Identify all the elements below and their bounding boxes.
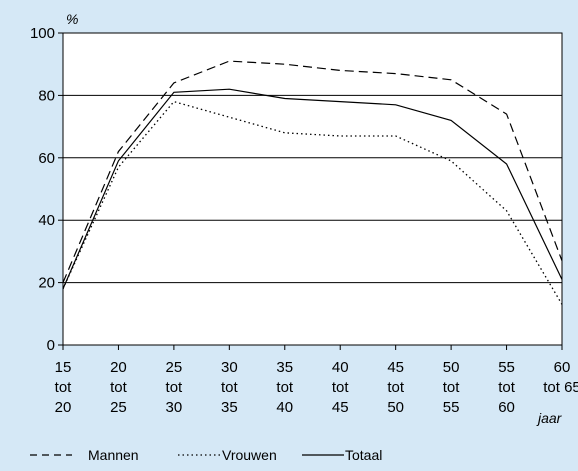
x-tick-label: 60	[498, 399, 515, 416]
x-tick-label: 55	[498, 359, 515, 376]
x-tick-label: tot	[110, 379, 128, 396]
y-tick-label: 0	[47, 337, 55, 354]
x-tick-label: 60	[554, 359, 571, 376]
y-tick-label: 80	[38, 87, 55, 104]
x-tick-label: 15	[55, 359, 72, 376]
x-tick-label: 50	[387, 399, 404, 416]
y-axis-ticks: 0 20 40 60 80 100	[30, 25, 63, 354]
legend-label-mannen: Mannen	[88, 447, 139, 463]
y-tick-label: 40	[38, 212, 55, 229]
series-line-vrouwen	[62, 100, 563, 305]
x-tick-label: 30	[166, 399, 183, 416]
x-tick-label: 35	[276, 359, 293, 376]
y-axis-unit-label: %	[66, 11, 78, 27]
x-tick-label: 25	[110, 399, 127, 416]
series-line-totaal	[62, 88, 563, 290]
x-axis-unit-label: jaar	[536, 410, 563, 426]
x-tick-label: 35	[221, 399, 238, 416]
x-tick-label: tot 65	[543, 379, 578, 396]
x-axis-ticks: 15 tot 20 20 tot 25 25 tot 30 30 tot 35 35 tot 40 40 tot…	[55, 345, 578, 416]
legend-label-vrouwen: Vrouwen	[222, 447, 277, 463]
x-tick-label: 20	[55, 399, 72, 416]
x-tick-label: tot	[498, 379, 516, 396]
x-tick-label: tot	[221, 379, 239, 396]
x-tick-label: 40	[332, 359, 349, 376]
x-tick-label: tot	[332, 379, 350, 396]
plot-area	[63, 33, 562, 345]
y-tick-label: 100	[30, 25, 55, 42]
x-tick-label: 45	[332, 399, 349, 416]
x-tick-label: 50	[443, 359, 460, 376]
gridlines	[63, 94, 562, 284]
y-tick-label: 20	[38, 275, 55, 292]
x-tick-label: tot	[443, 379, 461, 396]
x-tick-label: 45	[387, 359, 404, 376]
legend: Mannen Vrouwen Totaal	[30, 447, 382, 463]
series-line-mannen	[62, 60, 563, 283]
y-tick-label: 60	[38, 150, 55, 167]
x-tick-label: tot	[276, 379, 294, 396]
x-tick-label: tot	[387, 379, 405, 396]
x-tick-label: 30	[221, 359, 238, 376]
x-tick-label: 25	[166, 359, 183, 376]
x-tick-label: 40	[276, 399, 293, 416]
legend-label-totaal: Totaal	[345, 447, 382, 463]
series-lines	[62, 60, 563, 305]
plot-border	[62, 32, 563, 346]
x-tick-label: 55	[443, 399, 460, 416]
x-tick-label: tot	[166, 379, 184, 396]
x-tick-label: tot	[55, 379, 73, 396]
x-tick-label: 20	[110, 359, 127, 376]
